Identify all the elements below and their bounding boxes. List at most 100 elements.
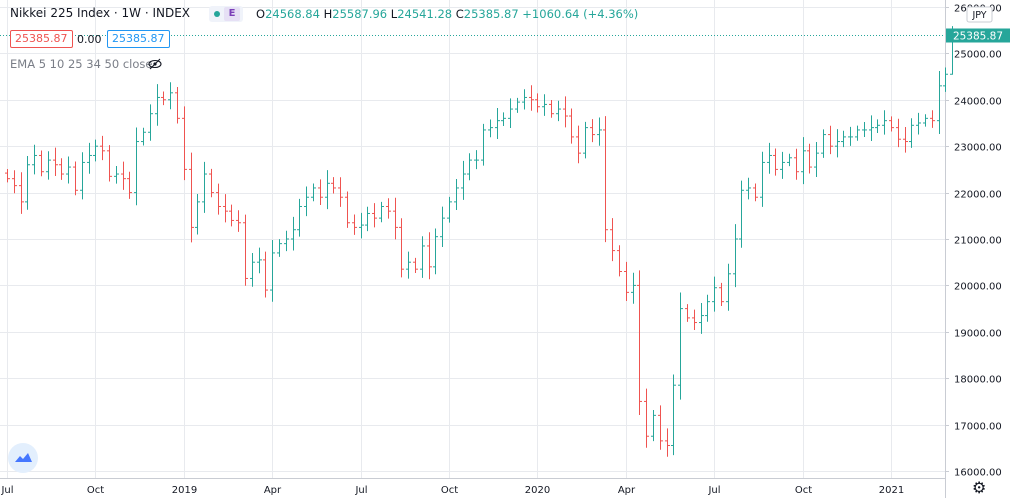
ema-indicator-label[interactable]: EMA 5 10 25 34 50 close [10,57,153,71]
ohlc-bar [277,239,282,257]
ohlc-bar [848,126,853,146]
ohlc-bar [889,116,894,132]
ohlc-bar [304,186,309,217]
ohlc-bar [814,142,819,178]
x-tick-label: 2021 [879,485,904,496]
ohlc-bar [535,93,540,113]
ohlc-bar [189,152,194,243]
ohlc-bar [325,170,330,210]
ohlc-bar [291,216,296,251]
ohlc-bar [862,122,867,138]
ohlc-bar [542,94,547,116]
ohlc-bar [583,121,588,159]
ohlc-bar [270,239,275,302]
eye-crossed-icon[interactable] [148,58,162,70]
ohlc-bar [168,82,173,110]
ohlc-bar [338,177,343,207]
ohlc-bar [93,139,98,162]
ohlc-bar [590,119,595,143]
y-tick-label: 25000.00 [954,50,1002,61]
x-tick-label: Jul [0,485,13,496]
ohlc-bar [66,156,71,184]
last-price-badge: 25385.87 [10,30,73,48]
current-price-label: 25385.87 [946,28,1010,43]
ohlc-bar [46,151,51,180]
y-tick-label: 17000.00 [954,422,1002,433]
ohlc-bar [161,91,166,106]
ohlc-bar [114,165,119,184]
ohlc-bar [739,180,744,248]
ohlc-bar [447,196,452,223]
ohlc-bar [603,116,608,243]
ohlc-bar [413,257,418,274]
time-axis[interactable]: Jul Oct 2019 Apr Jul Oct 2020 Apr Jul Oct 2021 [0,485,904,496]
ohlc-bar [563,96,568,128]
ohlc-bar [352,214,357,235]
ohlc-bar [733,224,738,288]
ohlc-bar [726,263,731,311]
x-tick-label: Oct [441,485,458,496]
ohlc-bar [692,309,697,330]
ohlc-bar [32,144,37,175]
y-tick-label: 16000.00 [954,468,1002,479]
ohlc-bar [195,194,200,235]
ohlc-bar [624,261,629,301]
ohlc-bar [53,147,58,176]
ohlc-bar [236,210,241,232]
ohlc-bar [760,151,765,207]
ohlc-bar [821,129,826,158]
ohlc-bar [318,179,323,206]
ohlc-bar [243,214,248,286]
gear-icon[interactable]: ⚙ [972,478,987,497]
ohlc-bar [433,228,438,275]
ohlc-bar [454,178,459,210]
status-button[interactable]: E [209,6,243,22]
ohlc-bar [209,168,214,198]
ohlc-bar [665,428,670,457]
ohlc-bar [869,115,874,141]
ohlc-bar [467,153,472,181]
ohlc-bar [250,253,255,287]
ohlc-bar [855,125,860,141]
ohlc-bar [828,125,833,155]
ohlc-bar [345,191,350,228]
currency-button[interactable]: JPY [966,6,993,23]
ohlc-bar [501,112,506,127]
ohlc-bar [155,84,160,126]
tradingview-logo-icon[interactable] [8,443,38,473]
ohlc-bar [569,108,574,144]
ohlc-bar [134,127,139,206]
ohlc-bar [787,153,792,167]
change-value: 0.00 [77,33,102,46]
x-tick-label: Oct [87,485,104,496]
y-tick-label: 22000.00 [954,190,1002,201]
symbol-title[interactable]: Nikkei 225 Index · 1W · INDEX [10,6,191,20]
ohlc-bar [229,204,234,227]
ohlc-bar [875,119,880,134]
market-open-dot-icon [214,11,220,17]
ohlc-bar [284,230,289,252]
ohlc-bar [508,98,513,128]
ohlc-bar [481,123,486,166]
ohlc-bar [25,155,30,210]
ohlc-bar [549,99,554,118]
x-tick-label: Jul [707,485,720,496]
ohlc-bar [223,194,228,223]
ohlc-bar [59,158,64,180]
ohlc-bar [522,89,527,110]
ohlc-bar [712,276,717,312]
exchange-badge: E [224,7,240,21]
ohlc-bar [365,206,370,232]
ohlc-bar [631,272,636,304]
currency-label: JPY [971,10,986,21]
svg-text:25385.87: 25385.87 [953,31,1003,43]
y-tick-label: 19000.00 [954,329,1002,340]
x-tick-label: Jul [354,485,367,496]
ohlc-bar [651,409,656,442]
ohlc-bar [399,218,404,278]
ohlc-bar [372,203,377,228]
ohlc-bar [746,177,751,200]
ohlc-bar [610,218,615,262]
